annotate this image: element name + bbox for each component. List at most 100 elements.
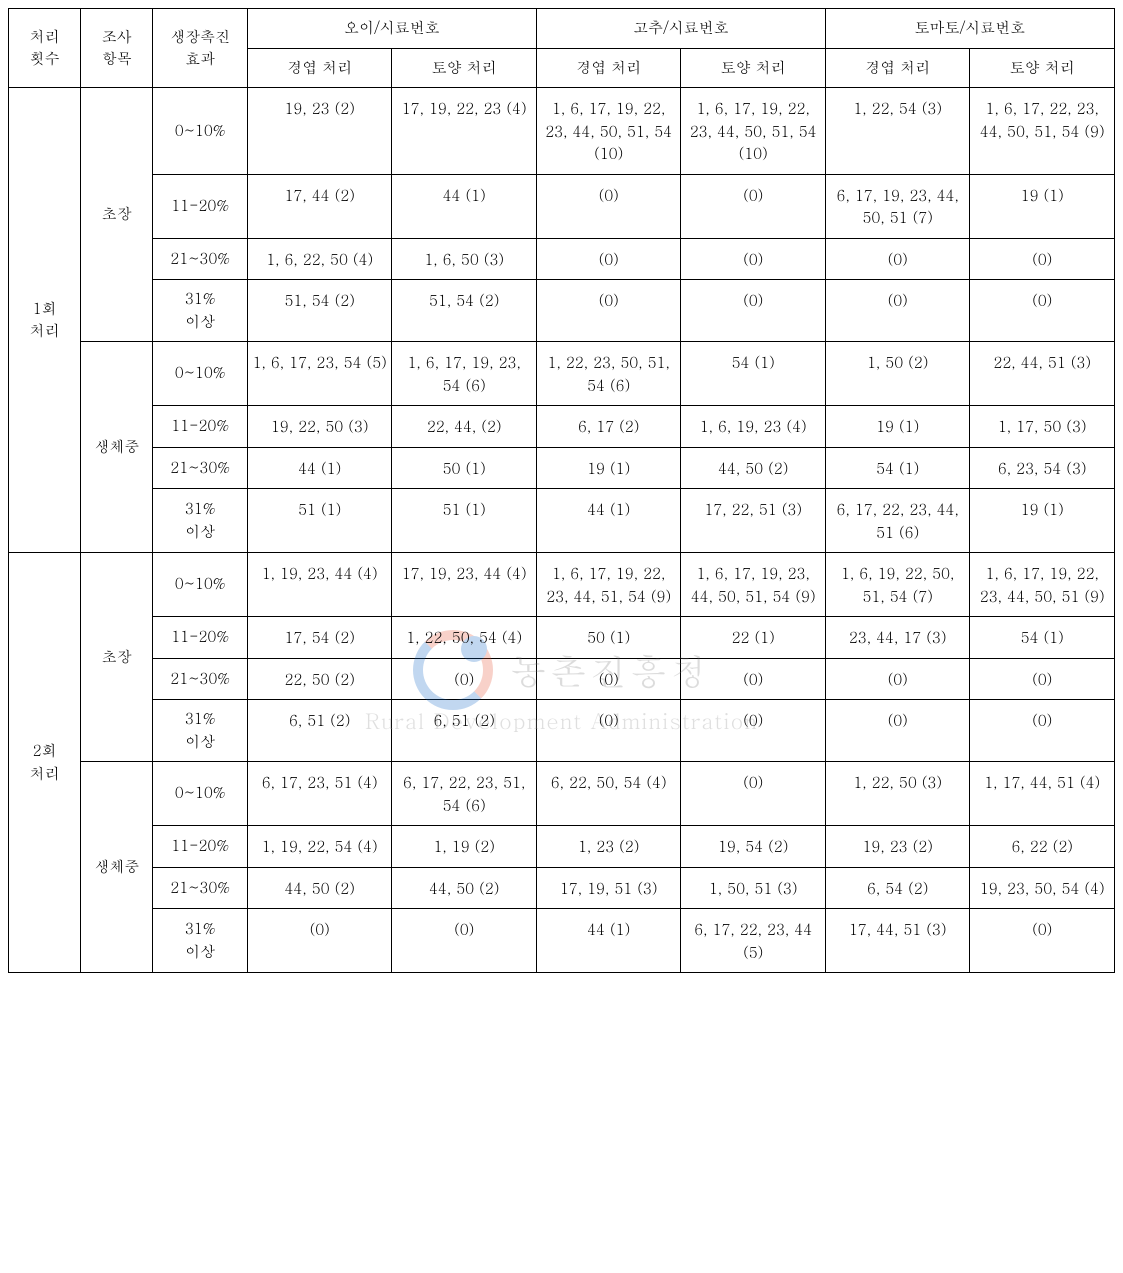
cell-effect: 21~30%: [153, 447, 247, 489]
cell-data: 1, 6, 50 (3): [392, 238, 537, 280]
cell-item: 생체중: [81, 762, 153, 973]
cell-data: 1, 22, 50, 54 (4): [392, 617, 537, 659]
cell-data: 22, 50 (2): [247, 658, 392, 700]
cell-data: (0): [825, 238, 970, 280]
cell-data: (0): [970, 909, 1115, 973]
cell-effect: 31%이상: [153, 280, 247, 342]
cell-data: 1, 6, 17, 19, 23, 54 (6): [392, 342, 537, 406]
hdr-sub: 경엽 처리: [825, 48, 970, 88]
cell-data: 23, 44, 17 (3): [825, 617, 970, 659]
table-row: 21~30%44 (1)50 (1)19 (1)44, 50 (2)54 (1)…: [9, 447, 1115, 489]
cell-data: (0): [536, 238, 681, 280]
cell-data: 17, 22, 51 (3): [681, 489, 826, 553]
cell-data: 1, 6, 22, 50 (4): [247, 238, 392, 280]
table-row: 21~30%1, 6, 22, 50 (4)1, 6, 50 (3)(0)(0)…: [9, 238, 1115, 280]
table-row: 생체중0~10%6, 17, 23, 51 (4)6, 17, 22, 23, …: [9, 762, 1115, 826]
cell-data: (0): [825, 280, 970, 342]
cell-data: 19 (1): [970, 489, 1115, 553]
cell-data: (0): [392, 909, 537, 973]
cell-data: 6, 22, 50, 54 (4): [536, 762, 681, 826]
hdr-sub: 토양 처리: [681, 48, 826, 88]
cell-data: 19 (1): [536, 447, 681, 489]
table-row: 11-20%19, 22, 50 (3)22, 44, (2)6, 17 (2)…: [9, 406, 1115, 448]
cell-effect: 31%이상: [153, 909, 247, 973]
table-row: 31%이상(0)(0)44 (1)6, 17, 22, 23, 44 (5)17…: [9, 909, 1115, 973]
cell-effect: 0~10%: [153, 342, 247, 406]
cell-data: 1, 22, 23, 50, 51, 54 (6): [536, 342, 681, 406]
table-row: 11-20%17, 44 (2)44 (1)(0)(0)6, 17, 19, 2…: [9, 174, 1115, 238]
cell-data: 19 (1): [970, 174, 1115, 238]
cell-data: (0): [825, 658, 970, 700]
cell-data: 6, 17, 23, 51 (4): [247, 762, 392, 826]
table-row: 21~30%22, 50 (2)(0)(0)(0)(0)(0): [9, 658, 1115, 700]
cell-item: 초장: [81, 88, 153, 342]
hdr-effect: 생장촉진효과: [153, 9, 247, 88]
cell-data: 44, 50 (2): [392, 867, 537, 909]
cell-data: 44, 50 (2): [681, 447, 826, 489]
hdr-treat: 처리횟수: [9, 9, 81, 88]
cell-data: 6, 17, 19, 23, 44, 50, 51 (7): [825, 174, 970, 238]
cell-data: 6, 17, 22, 23, 44 (5): [681, 909, 826, 973]
cell-effect: 11-20%: [153, 406, 247, 448]
table-row: 31%이상51 (1)51 (1)44 (1)17, 22, 51 (3)6, …: [9, 489, 1115, 553]
cell-effect: 21~30%: [153, 238, 247, 280]
cell-data: 51, 54 (2): [247, 280, 392, 342]
cell-data: (0): [970, 280, 1115, 342]
cell-data: (0): [536, 658, 681, 700]
cell-data: 22, 44, 51 (3): [970, 342, 1115, 406]
cell-data: 1, 19, 22, 54 (4): [247, 826, 392, 868]
cell-data: 17, 44, 51 (3): [825, 909, 970, 973]
cell-treat: 2회처리: [9, 553, 81, 973]
cell-data: 17, 19, 23, 44 (4): [392, 553, 537, 617]
cell-data: 1, 50, 51 (3): [681, 867, 826, 909]
cell-data: 44 (1): [536, 489, 681, 553]
cell-effect: 31%이상: [153, 489, 247, 553]
cell-item: 생체중: [81, 342, 153, 553]
cell-data: 1, 22, 54 (3): [825, 88, 970, 175]
cell-data: 6, 23, 54 (3): [970, 447, 1115, 489]
cell-data: 1, 6, 17, 23, 54 (5): [247, 342, 392, 406]
cell-effect: 21~30%: [153, 658, 247, 700]
cell-data: 51 (1): [247, 489, 392, 553]
cell-item: 초장: [81, 553, 153, 762]
cell-data: 44 (1): [392, 174, 537, 238]
table-row: 1회처리초장0~10%19, 23 (2)17, 19, 22, 23 (4)1…: [9, 88, 1115, 175]
cell-data: 19, 22, 50 (3): [247, 406, 392, 448]
cell-effect: 0~10%: [153, 553, 247, 617]
cell-data: 6, 17 (2): [536, 406, 681, 448]
cell-data: 1, 6, 19, 23 (4): [681, 406, 826, 448]
table-row: 2회처리초장0~10%1, 19, 23, 44 (4)17, 19, 23, …: [9, 553, 1115, 617]
cell-data: (0): [970, 700, 1115, 762]
cell-data: (0): [536, 700, 681, 762]
cell-data: (0): [970, 238, 1115, 280]
cell-effect: 11-20%: [153, 174, 247, 238]
hdr-sub: 토양 처리: [970, 48, 1115, 88]
cell-data: 51 (1): [392, 489, 537, 553]
cell-effect: 21~30%: [153, 867, 247, 909]
table-header: 처리횟수 조사항목 생장촉진효과 오이/시료번호 고추/시료번호 토마토/시료번…: [9, 9, 1115, 88]
cell-data: (0): [247, 909, 392, 973]
table-row: 11-20%17, 54 (2)1, 22, 50, 54 (4)50 (1)2…: [9, 617, 1115, 659]
cell-data: 17, 19, 51 (3): [536, 867, 681, 909]
table-row: 31%이상51, 54 (2)51, 54 (2)(0)(0)(0)(0): [9, 280, 1115, 342]
cell-data: 6, 54 (2): [825, 867, 970, 909]
cell-data: (0): [825, 700, 970, 762]
cell-data: 44, 50 (2): [247, 867, 392, 909]
cell-data: (0): [392, 658, 537, 700]
hdr-group-pepper: 고추/시료번호: [536, 9, 825, 49]
cell-data: 6, 17, 22, 23, 51, 54 (6): [392, 762, 537, 826]
cell-data: 19, 23, 50, 54 (4): [970, 867, 1115, 909]
cell-data: 1, 6, 17, 19, 22, 23, 44, 50, 51, 54 (10…: [536, 88, 681, 175]
hdr-group-cucumber: 오이/시료번호: [247, 9, 536, 49]
hdr-sub: 토양 처리: [392, 48, 537, 88]
cell-data: 17, 19, 22, 23 (4): [392, 88, 537, 175]
cell-effect: 11-20%: [153, 826, 247, 868]
cell-data: (0): [681, 238, 826, 280]
cell-data: 1, 23 (2): [536, 826, 681, 868]
cell-data: (0): [536, 174, 681, 238]
cell-data: 1, 6, 17, 19, 23, 44, 50, 51, 54 (9): [681, 553, 826, 617]
cell-data: 44 (1): [247, 447, 392, 489]
cell-data: 1, 50 (2): [825, 342, 970, 406]
cell-data: 1, 19, 23, 44 (4): [247, 553, 392, 617]
cell-data: 17, 44 (2): [247, 174, 392, 238]
